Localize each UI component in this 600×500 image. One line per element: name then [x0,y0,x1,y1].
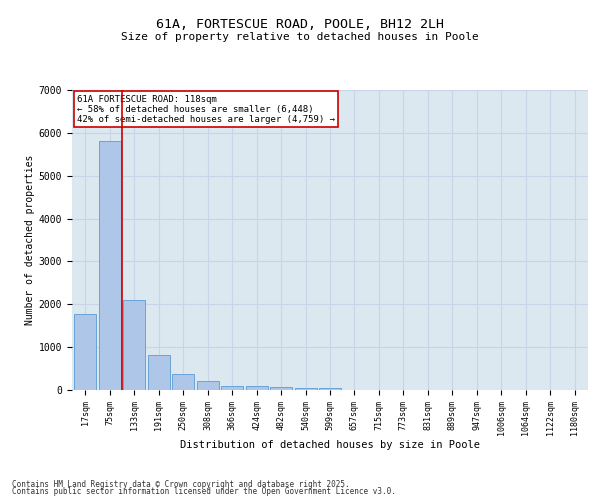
Y-axis label: Number of detached properties: Number of detached properties [25,155,35,325]
Bar [245,386,268,390]
Text: Contains public sector information licensed under the Open Government Licence v3: Contains public sector information licen… [12,488,396,496]
Bar [197,382,219,390]
Text: 61A, FORTESCUE ROAD, POOLE, BH12 2LH: 61A, FORTESCUE ROAD, POOLE, BH12 2LH [156,18,444,30]
Text: Size of property relative to detached houses in Poole: Size of property relative to detached ho… [121,32,479,42]
Text: Contains HM Land Registry data © Crown copyright and database right 2025.: Contains HM Land Registry data © Crown c… [12,480,350,489]
Bar [74,314,97,390]
Bar [99,140,121,390]
Bar [270,387,292,390]
Bar [124,300,145,390]
Bar [172,374,194,390]
X-axis label: Distribution of detached houses by size in Poole: Distribution of detached houses by size … [180,440,480,450]
Bar [295,388,317,390]
Bar [319,388,341,390]
Text: 61A FORTESCUE ROAD: 118sqm
← 58% of detached houses are smaller (6,448)
42% of s: 61A FORTESCUE ROAD: 118sqm ← 58% of deta… [77,94,335,124]
Bar [148,356,170,390]
Bar [221,386,243,390]
